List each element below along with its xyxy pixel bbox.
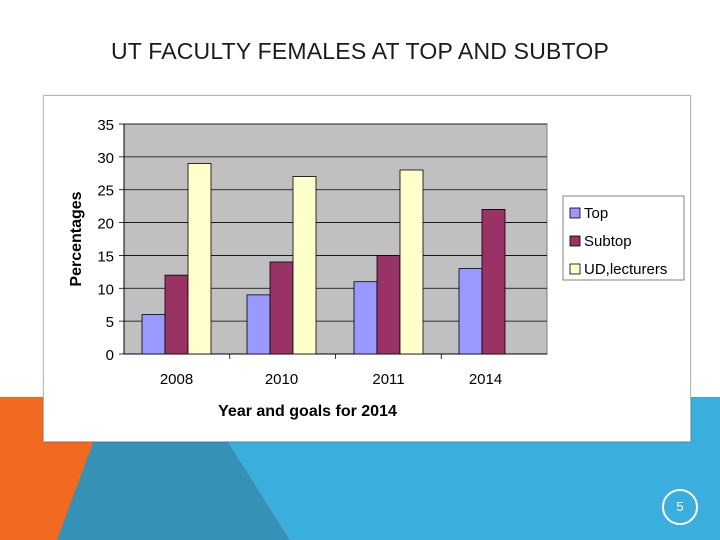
legend-swatch-subtop xyxy=(569,235,581,247)
bar-subtop-2010 xyxy=(269,261,294,355)
bar-ud-lecturers-2010 xyxy=(292,176,317,355)
legend-swatch-top xyxy=(569,207,581,219)
x-tick-label: 2010 xyxy=(265,371,298,388)
legend-label-ud-lecturers: UD,lecturers xyxy=(584,261,667,278)
bar-ud-lecturers-2008 xyxy=(187,163,212,355)
y-tick-label: 25 xyxy=(97,183,114,200)
bar-ud-lecturers-2011 xyxy=(399,169,424,355)
y-tick-label: 5 xyxy=(106,314,114,331)
legend-label-top: Top xyxy=(584,205,608,222)
x-tick-label: 2011 xyxy=(372,371,404,388)
chart-frame: 0 5 10 15 20 25 30 35 2008 2010 2011 2014 Year and g… xyxy=(43,95,691,442)
y-tick-label: 0 xyxy=(106,347,114,364)
bar-subtop-2008 xyxy=(164,274,189,355)
x-axis-title: Year and goals for 2014 xyxy=(218,403,397,420)
bar-subtop-2014 xyxy=(481,209,506,355)
y-tick-label: 35 xyxy=(97,117,114,134)
legend-box xyxy=(562,195,685,281)
bar-top-2010 xyxy=(246,294,271,355)
x-tick-label: 2014 xyxy=(469,371,502,388)
bar-top-2014 xyxy=(458,268,483,355)
y-tick-label: 10 xyxy=(97,281,114,298)
page-number-badge: 5 xyxy=(662,489,698,525)
y-tick-label: 30 xyxy=(97,150,114,167)
legend-label-subtop: Subtop xyxy=(584,233,632,250)
y-tick-label: 15 xyxy=(97,248,114,265)
y-tick-label: 20 xyxy=(97,216,114,233)
bar-subtop-2011 xyxy=(376,255,401,355)
legend-swatch-ud-lecturers xyxy=(569,263,581,275)
slide-title: UT FACULTY FEMALES AT TOP AND SUBTOP xyxy=(110,38,610,64)
bar-top-2011 xyxy=(353,281,378,355)
bar-chart: 0 5 10 15 20 25 30 35 2008 2010 2011 2014 Year and g… xyxy=(68,117,685,420)
x-tick-label: 2008 xyxy=(160,371,193,388)
y-axis-title: Percentages xyxy=(68,191,85,286)
bar-top-2008 xyxy=(141,314,166,355)
